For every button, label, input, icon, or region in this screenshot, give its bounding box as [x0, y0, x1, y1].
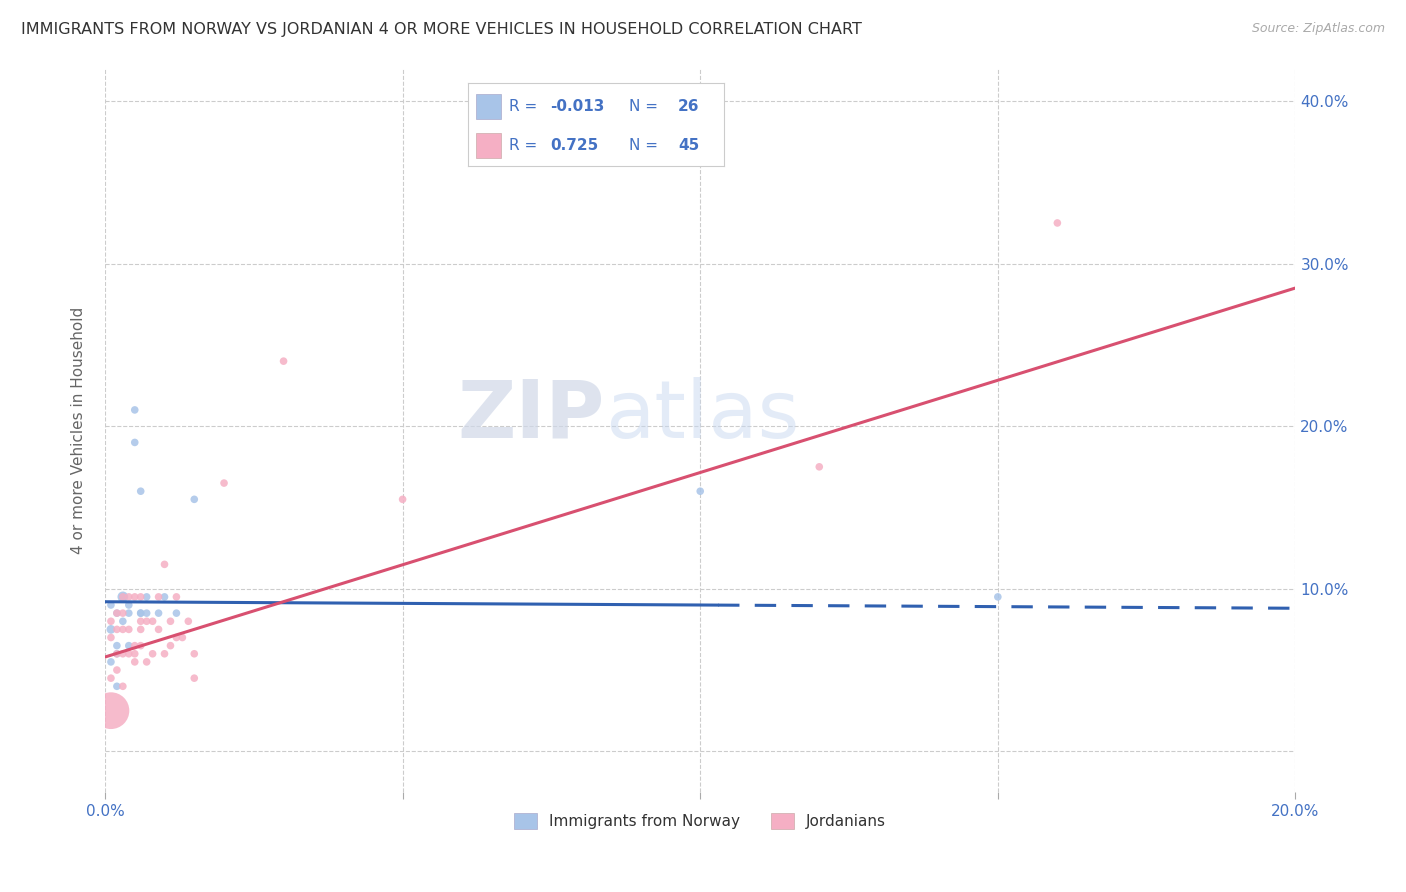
Point — [183, 647, 205, 661]
Point — [135, 590, 157, 604]
Point — [124, 435, 146, 450]
Point — [124, 590, 146, 604]
Point — [148, 590, 170, 604]
Point — [153, 558, 176, 572]
Point — [118, 623, 141, 637]
Point — [165, 590, 187, 604]
Point — [111, 606, 134, 620]
Point — [177, 614, 200, 628]
Point — [1046, 216, 1069, 230]
Point — [100, 704, 122, 718]
Point — [987, 590, 1010, 604]
Point — [111, 647, 134, 661]
Point — [129, 614, 152, 628]
Point — [100, 655, 122, 669]
Text: atlas: atlas — [605, 376, 800, 455]
Point — [100, 631, 122, 645]
Point — [111, 623, 134, 637]
Point — [105, 647, 128, 661]
Point — [118, 639, 141, 653]
Point — [142, 647, 165, 661]
Point — [129, 639, 152, 653]
Point — [183, 492, 205, 507]
Point — [165, 606, 187, 620]
Point — [111, 614, 134, 628]
Text: Source: ZipAtlas.com: Source: ZipAtlas.com — [1251, 22, 1385, 36]
Point — [689, 484, 711, 499]
Point — [100, 671, 122, 685]
Point — [105, 623, 128, 637]
Point — [273, 354, 295, 368]
Point — [172, 631, 194, 645]
Point — [118, 606, 141, 620]
Legend: Immigrants from Norway, Jordanians: Immigrants from Norway, Jordanians — [508, 806, 893, 835]
Point — [159, 639, 181, 653]
Point — [124, 639, 146, 653]
Point — [124, 647, 146, 661]
Point — [142, 614, 165, 628]
Point — [111, 590, 134, 604]
Point — [105, 606, 128, 620]
Point — [212, 476, 235, 491]
Point — [124, 403, 146, 417]
Point — [111, 590, 134, 604]
Text: ZIP: ZIP — [458, 376, 605, 455]
Point — [159, 614, 181, 628]
Point — [118, 590, 141, 604]
Y-axis label: 4 or more Vehicles in Household: 4 or more Vehicles in Household — [72, 307, 86, 554]
Point — [105, 679, 128, 693]
Point — [165, 631, 187, 645]
Point — [135, 614, 157, 628]
Point — [148, 606, 170, 620]
Point — [111, 590, 134, 604]
Point — [100, 614, 122, 628]
Point — [118, 598, 141, 612]
Point — [148, 623, 170, 637]
Point — [135, 606, 157, 620]
Point — [153, 590, 176, 604]
Point — [129, 484, 152, 499]
Point — [135, 655, 157, 669]
Point — [105, 663, 128, 677]
Point — [129, 606, 152, 620]
Point — [105, 639, 128, 653]
Point — [129, 623, 152, 637]
Point — [808, 459, 831, 474]
Point — [129, 590, 152, 604]
Point — [129, 606, 152, 620]
Point — [118, 647, 141, 661]
Point — [153, 647, 176, 661]
Point — [124, 655, 146, 669]
Point — [105, 606, 128, 620]
Point — [183, 671, 205, 685]
Point — [105, 647, 128, 661]
Point — [100, 598, 122, 612]
Point — [111, 679, 134, 693]
Point — [391, 492, 413, 507]
Point — [100, 623, 122, 637]
Text: IMMIGRANTS FROM NORWAY VS JORDANIAN 4 OR MORE VEHICLES IN HOUSEHOLD CORRELATION : IMMIGRANTS FROM NORWAY VS JORDANIAN 4 OR… — [21, 22, 862, 37]
